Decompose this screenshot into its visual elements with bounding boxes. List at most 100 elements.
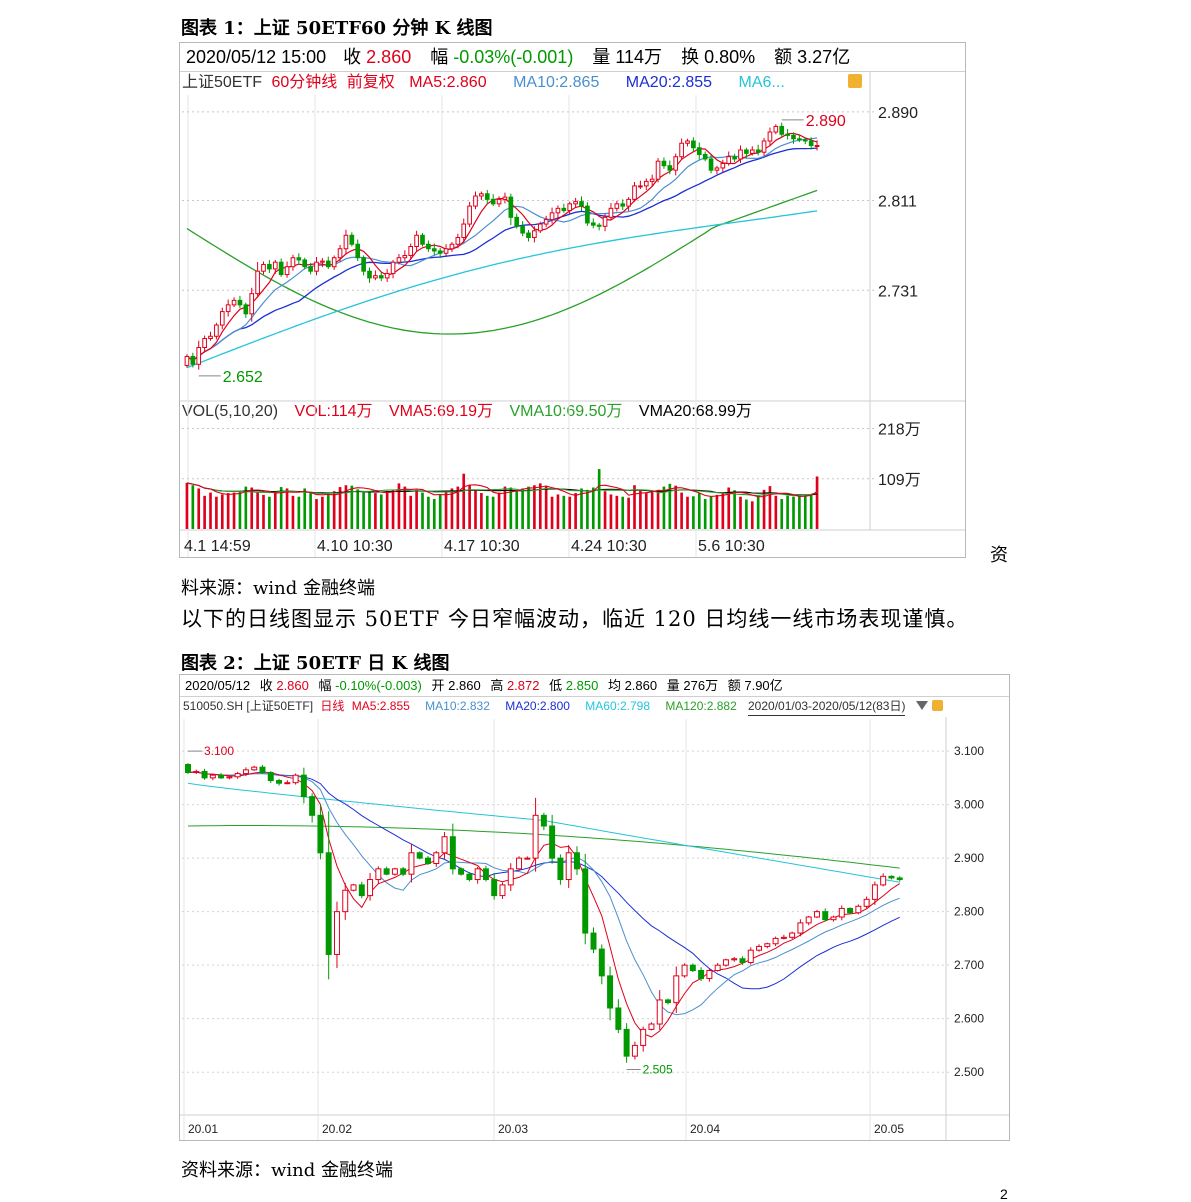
date-range-selector[interactable]: 2020/01/03-2020/05/12(83日) [748,698,906,716]
candle-body [325,260,331,268]
volume-bar [656,490,660,529]
candle-body [416,852,423,859]
volume-bar [350,485,354,529]
candle-body [772,937,779,945]
date-label: 20.01 [188,1122,218,1136]
candle-body [431,248,437,252]
dropdown-arrow-icon[interactable] [916,701,928,710]
candle-body [608,207,614,218]
candle-body [665,999,671,1004]
volume-bar [315,499,318,529]
candle-body [333,911,340,955]
volume-bar [273,493,277,529]
lock-icon[interactable] [848,74,862,88]
candle-body [638,185,643,188]
volume-bar [692,496,695,529]
figure1-vol-legend: VOL(5,10,20) VOL:114万 VMA5:69.19万 VMA10:… [180,401,870,423]
info2-open: 2.860 [448,678,481,693]
volume-bar [262,494,265,529]
date-label: 20.05 [874,1122,904,1136]
candle-body [714,964,721,972]
info-change-label: 幅 [430,47,449,67]
candle-body [358,884,365,897]
candle-body [300,774,307,798]
volume-bar [609,494,613,529]
volume-bar [803,494,807,529]
volume-bar [432,499,436,529]
volume-bar [456,486,460,529]
candle-body [582,868,589,934]
candle-body [631,1044,638,1057]
trailing-char: 资 [990,545,1008,566]
ma120-line [187,825,900,869]
candle-body [679,142,684,158]
figure2-chart: 20.01 20.02 20.03 20.04 20.05 2.500 2.600 2.700… [180,717,1009,1140]
info2-amount-label: 额 [727,678,741,693]
volume-bar [279,487,283,529]
info2-close: 2.860 [276,678,309,693]
candle-body [855,905,862,914]
candle-body [590,222,596,226]
candle-body [516,857,523,870]
volume-bar [515,491,519,529]
info2-amount: 7.90亿 [744,678,783,693]
candle-body [425,857,431,864]
price-tick-label: 3.100 [954,744,984,758]
candle-body [649,178,655,182]
high-marker-label: 2.890 [806,113,846,130]
volume-bar [497,492,501,529]
candle-body [375,868,382,881]
candle-body [773,125,779,133]
candle-body [461,223,467,239]
candle-body [267,772,274,782]
low-marker-label: 2.505 [643,1063,673,1077]
vol-legend-vol: VOL:114万 [294,403,373,420]
info-volume: 114万 [615,47,663,67]
candle-body [797,922,804,934]
info2-change: -0.10%(-0.003) [335,678,422,693]
volume-bar [544,486,548,529]
candle-body [549,212,555,221]
candle-body [226,776,233,779]
candle-body [390,261,396,274]
candle-body [292,774,299,784]
price-tick-label: 2.800 [954,905,984,919]
legend2-code: 510050.SH [183,699,244,713]
candle-body [437,250,443,254]
info-amount: 3.27亿 [797,47,851,67]
candle-body [738,149,743,160]
volume-bar [268,496,271,529]
figure2-info-bar: 2020/05/12 收 2.860 幅 -0.10%(-0.003) 开 2.… [180,675,1009,697]
candle-body [614,203,620,209]
candle-body [590,932,597,950]
volume-bar [215,496,218,529]
candle-body [251,766,258,771]
info2-avg: 2.860 [624,678,658,693]
candle-body [314,261,319,272]
vma10-line [186,482,818,497]
volume-bar [209,492,212,529]
info2-low: 2.850 [565,678,599,693]
vol-tick-label: 218万 [878,422,921,439]
figure1-frame: 2020/05/12 15:00 收 2.860 幅 -0.03%(-0.001… [179,42,966,558]
ma20-line [186,147,818,362]
candle-body [561,207,567,212]
volume-bar [774,495,778,529]
candle-body [524,857,531,860]
date-label: 4.10 10:30 [317,538,393,555]
candle-body [756,945,763,951]
volume-bar [639,490,642,529]
volume-bar [815,476,819,529]
volume-bar [780,499,784,529]
volume-bar [798,494,801,529]
figure1-legend: 上证50ETF 60分钟线 前复权 MA5:2.860 MA10:2.865 M… [180,72,870,94]
candle-body [402,254,408,259]
lock-icon-2[interactable] [932,700,943,711]
candle-body [426,243,431,250]
vma5-line [186,482,818,498]
candle-body [755,149,761,153]
candle-body [490,198,496,205]
candle-body [648,1023,655,1030]
candle-body [396,257,402,263]
candle-body [190,355,196,365]
